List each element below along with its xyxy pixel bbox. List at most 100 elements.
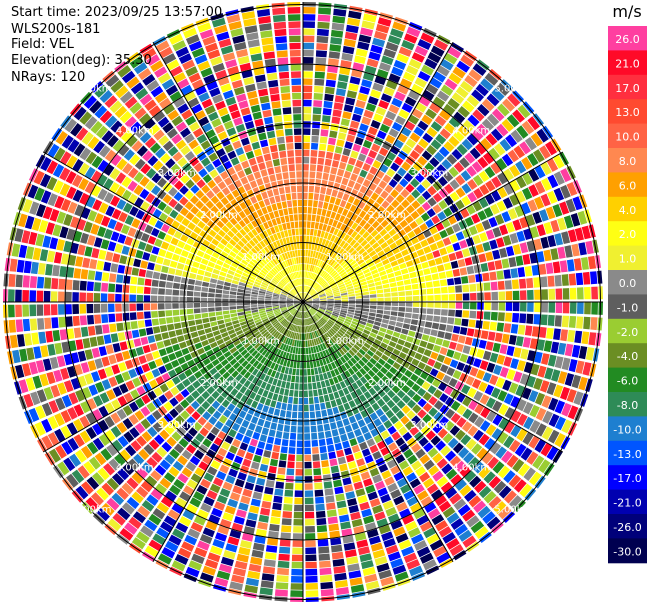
radar-gate — [289, 236, 293, 243]
radar-gate — [418, 320, 425, 326]
radar-gate — [296, 462, 303, 469]
radar-gate — [555, 275, 562, 287]
radar-gate — [53, 330, 61, 341]
radar-gate — [211, 274, 218, 280]
radar-gate — [148, 335, 156, 343]
radar-gate — [328, 58, 339, 66]
radar-gate — [518, 267, 526, 277]
radar-gate — [215, 303, 222, 307]
radar-gate — [323, 474, 331, 481]
radar-gate — [247, 475, 256, 483]
radar-gate — [345, 549, 357, 557]
radar-gate — [432, 273, 439, 280]
radar-gate — [420, 340, 428, 347]
radar-gate — [328, 415, 335, 423]
radar-gate — [261, 501, 271, 509]
radar-gate — [265, 552, 277, 560]
radar-gate — [305, 462, 312, 469]
radar-gate — [293, 519, 303, 526]
radar-gate — [355, 137, 364, 146]
radar-gate — [269, 197, 275, 205]
radar-gate — [405, 291, 412, 296]
radar-gate — [414, 353, 422, 361]
radar-gate — [168, 268, 176, 275]
radar-gate — [497, 355, 506, 365]
radar-gate — [461, 276, 468, 284]
radar-gate — [327, 509, 337, 517]
radar-gate — [551, 342, 559, 354]
radar-gate — [130, 312, 137, 320]
radar-gate — [574, 331, 582, 344]
radar-gate — [140, 260, 148, 268]
radar-gate — [320, 446, 327, 453]
radar-gate — [120, 341, 128, 350]
radar-gate — [330, 422, 337, 430]
radar-gate — [194, 292, 201, 297]
radar-gate — [456, 302, 463, 309]
radar-gate — [335, 198, 341, 206]
radar-gate — [305, 526, 315, 533]
radar-gate — [451, 334, 459, 342]
radar-gate — [419, 314, 426, 320]
radar-gate — [168, 244, 176, 252]
radar-gate — [288, 208, 293, 215]
radar-gate — [280, 194, 286, 201]
radar-gate — [303, 14, 315, 21]
radar-gate — [333, 407, 340, 415]
radar-gate — [584, 287, 591, 299]
radar-gate — [303, 171, 309, 178]
radar-gate — [305, 512, 314, 519]
radar-gate — [309, 186, 314, 193]
radar-gate — [315, 64, 326, 71]
radar-gate — [337, 501, 347, 509]
radar-gate — [477, 311, 484, 319]
radar-gate — [132, 268, 140, 276]
radar-gate — [270, 422, 277, 430]
radar-gate — [339, 514, 350, 522]
radar-gate — [335, 146, 343, 154]
radar-gate — [376, 314, 383, 319]
radar-gate — [306, 236, 309, 243]
radar-gate — [290, 383, 294, 390]
radar-gate — [143, 345, 151, 354]
radar-gate — [246, 32, 259, 41]
radar-gate — [245, 482, 255, 491]
radar-gate — [382, 319, 389, 324]
radar-gate — [336, 450, 344, 458]
radar-gate — [299, 341, 301, 348]
radar-gate — [384, 288, 391, 293]
radar-gate — [292, 369, 296, 376]
radar-gate — [564, 245, 573, 258]
radar-gate — [244, 167, 252, 175]
radar-gate — [318, 389, 323, 396]
radar-gate — [511, 324, 519, 334]
radar-gate — [152, 246, 160, 254]
radar-gate — [173, 310, 180, 316]
radar-gate — [326, 152, 333, 159]
radar-gate — [87, 281, 94, 291]
radar-gate — [45, 264, 53, 276]
radar-gate — [286, 411, 292, 418]
radar-gate — [54, 343, 62, 355]
radar-gate — [304, 455, 311, 462]
radar-gate — [398, 286, 405, 291]
radar-gate — [355, 293, 362, 296]
radar-gate — [138, 241, 147, 250]
radar-gate — [458, 335, 466, 343]
radar-gate — [404, 341, 412, 348]
radar-gate — [397, 281, 404, 286]
radar-gate — [447, 317, 454, 324]
radar-gate — [488, 261, 496, 270]
radar-gate — [283, 432, 290, 439]
radar-gate — [179, 303, 186, 308]
radar-gate — [44, 291, 51, 302]
radar-gate — [263, 450, 271, 458]
radar-gate — [460, 354, 469, 363]
radar-gate — [393, 332, 400, 338]
radar-gate — [305, 341, 307, 348]
radar-gate — [187, 291, 194, 296]
radar-gate — [327, 408, 333, 415]
radar-gate — [325, 495, 334, 503]
radar-gate — [102, 272, 110, 281]
radar-gate — [58, 279, 65, 290]
